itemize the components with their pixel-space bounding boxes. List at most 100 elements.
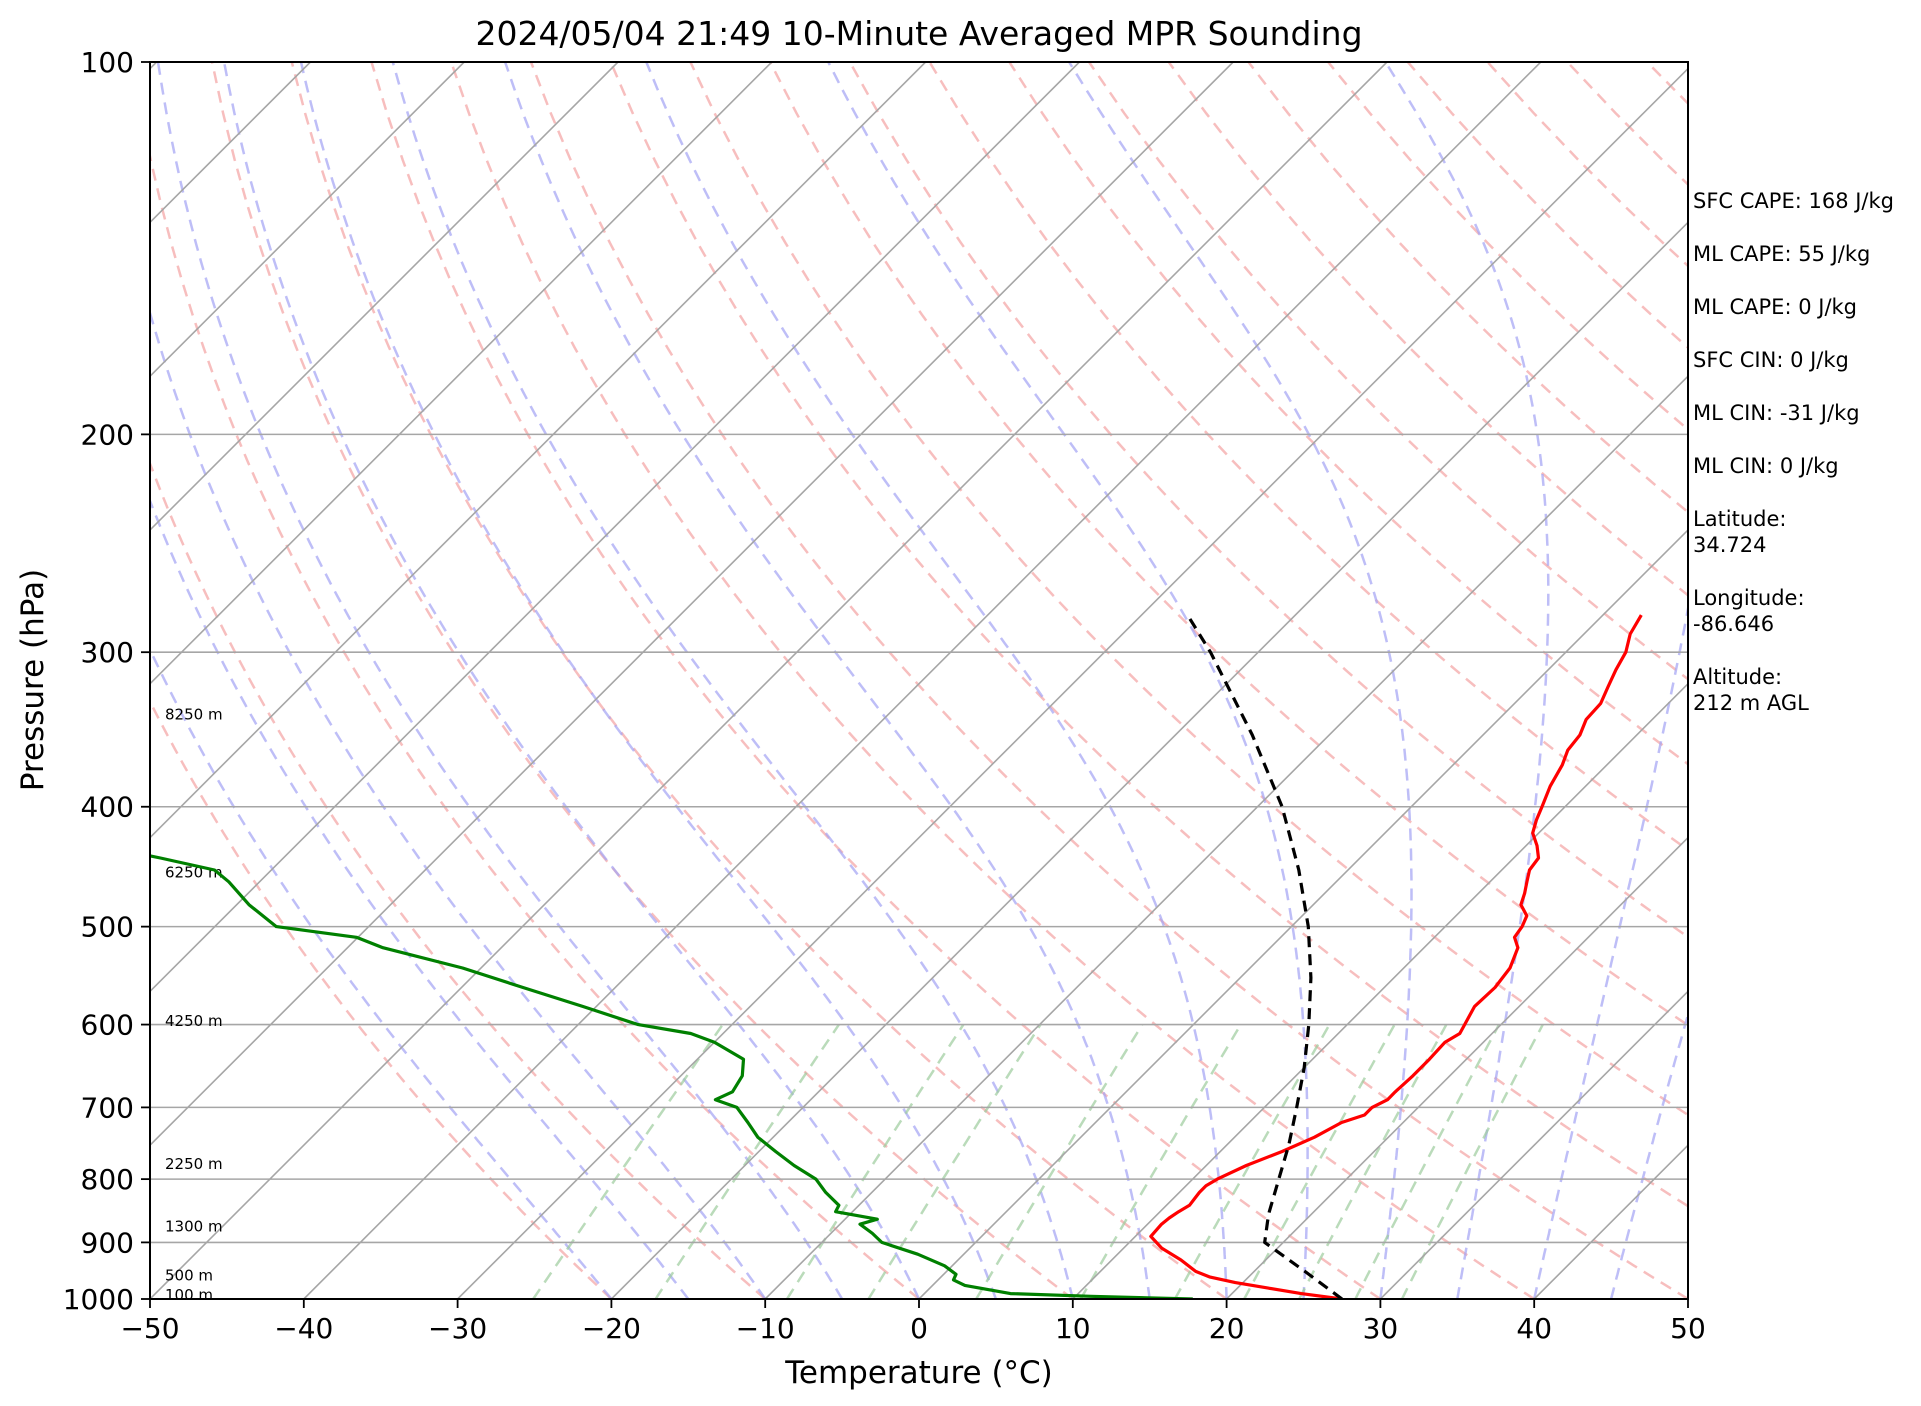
series-group <box>150 614 1643 1299</box>
y-axis-ticks: 1000 900 800 700 600 500 400 300 200 100 <box>63 46 150 1316</box>
stat-item: ML CAPE: 55 J/kg <box>1693 241 1919 267</box>
chart-title: 2024/05/04 21:49 10-Minute Averaged MPR … <box>475 14 1362 53</box>
height-label: 2250 m <box>165 1155 223 1173</box>
height-label: 500 m <box>165 1266 213 1284</box>
moist-adiabat <box>827 62 1309 1299</box>
isotherm <box>150 62 1388 1299</box>
mixing-ratio-line <box>1079 1023 1242 1299</box>
height-label: 1300 m <box>165 1218 223 1236</box>
mixing-ratio-line <box>867 1023 1042 1299</box>
mixing-ratio-line <box>532 1023 724 1299</box>
isotherm <box>303 62 1542 1299</box>
isotherm <box>150 62 1080 993</box>
isotherm <box>1226 836 1688 1299</box>
x-tick-label: 50 <box>1670 1312 1706 1345</box>
dry-adiabat <box>529 62 1688 1299</box>
stat-value: 0 J/kg <box>1790 348 1849 372</box>
moist-adiabat <box>645 62 1228 1299</box>
isotherm <box>764 375 1688 1299</box>
moist-adiabat <box>1384 62 1550 1299</box>
moist-adiabat <box>299 62 998 1299</box>
stat-item: ML CIN: 0 J/kg <box>1693 453 1919 479</box>
dry-adiabat <box>370 62 1382 1299</box>
isotherm <box>610 221 1688 1299</box>
stat-label: ML CAPE: <box>1693 242 1792 266</box>
stat-label: SFC CIN: <box>1693 348 1784 372</box>
isotherm <box>1379 990 1688 1299</box>
height-label: 4250 m <box>165 1012 223 1030</box>
moist-adiabat <box>391 62 1075 1299</box>
isotherm <box>918 528 1688 1299</box>
mixing-ratio-line <box>1354 1024 1501 1299</box>
stat-value: 212 m AGL <box>1693 691 1809 715</box>
x-axis-ticks: −50 −40 −30 −20 −10 0 10 20 30 40 50 <box>120 1299 1706 1345</box>
dry-adiabat <box>689 62 1688 1117</box>
y-tick-label: 200 <box>81 418 134 451</box>
stat-item: SFC CAPE: 168 J/kg <box>1693 188 1919 214</box>
stat-item: Latitude: 34.724 <box>1693 506 1919 558</box>
x-tick-label: −30 <box>428 1312 487 1345</box>
x-tick-label: 40 <box>1516 1312 1552 1345</box>
moist-adiabat <box>1068 62 1413 1299</box>
stat-item: SFC CIN: 0 J/kg <box>1693 347 1919 373</box>
x-tick-label: −20 <box>582 1312 641 1345</box>
plot-frame <box>149 61 1689 1300</box>
y-tick-label: 700 <box>81 1091 134 1124</box>
stat-label: Altitude: <box>1693 665 1783 689</box>
moist-adiabat <box>150 308 767 1299</box>
moist-adiabat <box>156 62 844 1299</box>
moist-adiabat <box>1609 1009 1688 1299</box>
moist-adiabat <box>150 497 690 1299</box>
x-tick-label: 0 <box>910 1312 928 1345</box>
x-axis-label: Temperature (°C) <box>784 1355 1053 1391</box>
y-tick-label: 800 <box>81 1163 134 1196</box>
mixing-ratio-line <box>1173 1023 1331 1299</box>
dry-adiabat <box>150 698 613 1299</box>
y-tick-label: 1000 <box>63 1283 134 1316</box>
stat-value: 0 J/kg <box>1798 295 1858 319</box>
isotherm <box>0 62 3 1299</box>
stat-label: ML CAPE: <box>1693 295 1792 319</box>
sounding-stats-panel: SFC CAPE: 168 J/kg ML CAPE: 55 J/kg ML CAP… <box>1693 188 1919 743</box>
dry-adiabat <box>290 62 1228 1299</box>
dry-adiabat <box>1087 62 1688 681</box>
y-tick-label: 600 <box>81 1009 134 1042</box>
mixing-ratio-line <box>1400 1024 1544 1299</box>
isotherm <box>150 62 619 532</box>
isotherm <box>150 62 1234 1147</box>
dry-adiabat <box>210 62 1074 1299</box>
stat-item: ML CIN: -31 J/kg <box>1693 400 1919 426</box>
height-label: 100 m <box>165 1286 213 1304</box>
x-tick-label: −10 <box>736 1312 795 1345</box>
stat-label: Longitude: <box>1693 586 1805 610</box>
isotherm <box>457 67 1688 1299</box>
isotherm <box>150 62 773 685</box>
dry-adiabat <box>450 62 1535 1299</box>
dry-adiabat <box>150 150 920 1299</box>
stat-value: 0 J/kg <box>1779 454 1839 478</box>
dry-adiabat <box>1167 62 1688 597</box>
height-label: 8250 m <box>165 706 223 724</box>
temperature-line <box>1149 614 1643 1299</box>
mixing-ratio-line <box>1298 1024 1448 1299</box>
background-grid <box>0 62 1688 1299</box>
y-tick-label: 400 <box>81 791 134 824</box>
isotherm <box>150 62 465 378</box>
stat-value: 168 J/kg <box>1808 189 1895 213</box>
stat-value: 55 J/kg <box>1798 242 1871 266</box>
mixing-ratio-line <box>654 1023 840 1299</box>
stat-value: -86.646 <box>1693 612 1775 636</box>
moist-adiabat <box>1532 601 1688 1299</box>
stat-value: -31 J/kg <box>1779 401 1860 425</box>
dry-adiabat <box>609 62 1688 1208</box>
y-tick-label: 300 <box>81 636 134 669</box>
stat-item: ML CAPE: 0 J/kg <box>1693 294 1919 320</box>
parcel-path-line <box>1186 614 1343 1299</box>
x-tick-label: 30 <box>1363 1312 1399 1345</box>
isotherm <box>1072 682 1688 1299</box>
x-tick-label: −40 <box>274 1312 333 1345</box>
stat-label: SFC CAPE: <box>1693 189 1802 213</box>
x-tick-label: −50 <box>120 1312 179 1345</box>
